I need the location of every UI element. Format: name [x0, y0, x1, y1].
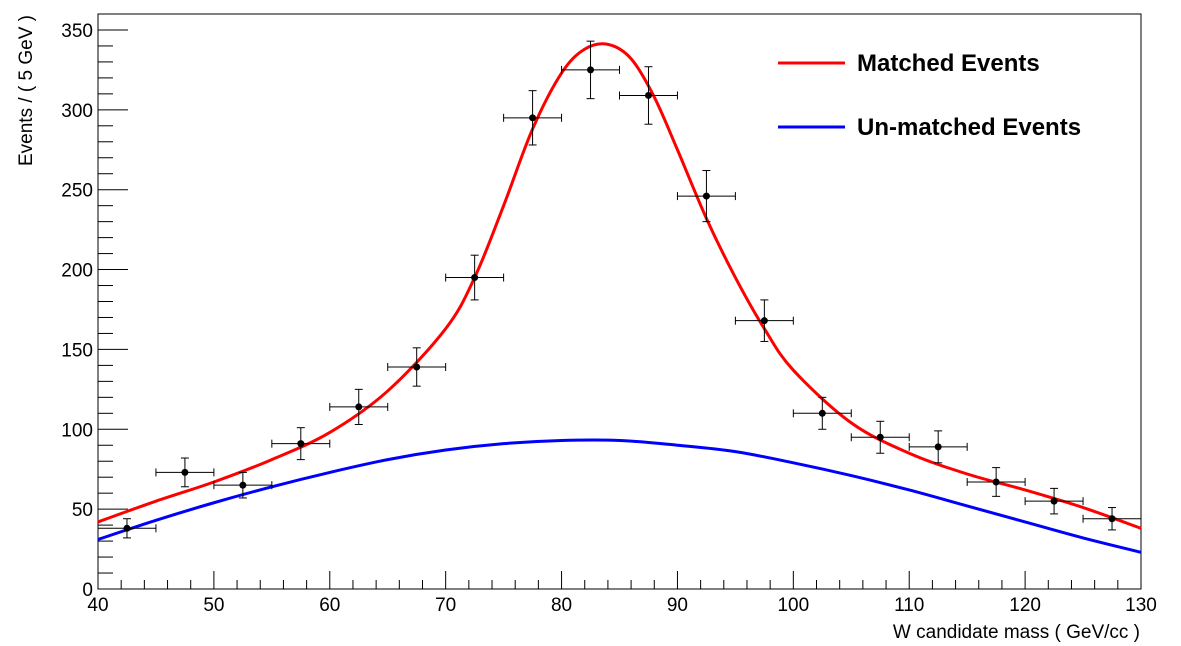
data-point [387, 347, 447, 387]
x-tick-label: 60 [319, 595, 340, 616]
data-marker [876, 433, 884, 441]
data-point [676, 170, 736, 223]
data-marker [702, 192, 710, 200]
y-axis-title: Events / ( 5 GeV ) [16, 15, 37, 166]
y-tick-label: 250 [61, 181, 93, 202]
x-tick-label: 100 [777, 595, 809, 616]
data-point [619, 66, 678, 125]
data-marker [760, 317, 768, 325]
data-points [97, 40, 1142, 539]
x-tick-label: 70 [435, 595, 456, 616]
data-marker [355, 403, 363, 411]
data-marker [529, 114, 537, 122]
data-marker [934, 443, 942, 451]
data-point [792, 396, 852, 430]
curve-un-matched-events [97, 438, 1142, 554]
data-point [97, 518, 157, 539]
data-marker [1108, 515, 1116, 523]
data-point [561, 40, 620, 100]
data-point [503, 90, 563, 146]
data-point [908, 430, 968, 464]
data-marker [818, 409, 826, 417]
data-marker [1050, 497, 1058, 505]
data-marker [297, 440, 305, 448]
data-point [1024, 487, 1084, 515]
curve-matched-events [97, 42, 1142, 530]
data-marker [123, 524, 131, 532]
x-tick-label: 130 [1125, 595, 1157, 616]
data-point [329, 388, 389, 425]
legend: Matched Events Un-matched Events [778, 50, 1081, 141]
x-tick-label: 120 [1009, 595, 1041, 616]
legend-label-matched-events: Matched Events [857, 50, 1040, 77]
tick-marks [97, 13, 1142, 590]
data-point [966, 467, 1026, 497]
data-marker [181, 468, 189, 476]
x-tick-label: 80 [551, 595, 572, 616]
data-marker [239, 481, 247, 489]
data-point [155, 457, 215, 488]
data-marker [644, 91, 652, 99]
data-point [213, 471, 273, 499]
y-tick-label: 350 [61, 21, 93, 42]
tick-labels: 40 50 60 70 80 90 100 110 120 130 0 50 100 150 200 250 3… [61, 21, 1157, 616]
y-tick-label: 200 [61, 261, 93, 282]
y-tick-label: 0 [82, 580, 93, 601]
x-tick-label: 50 [203, 595, 224, 616]
data-point [271, 427, 331, 461]
data-marker [413, 363, 421, 371]
x-tick-label: 90 [667, 595, 688, 616]
y-tick-label: 100 [61, 420, 93, 441]
x-tick-label: 40 [87, 595, 108, 616]
x-axis-title: W candidate mass ( GeV/cc ) [893, 622, 1140, 643]
data-marker [992, 478, 1000, 486]
data-point [445, 254, 505, 301]
data-marker [587, 66, 595, 74]
plot-frame [97, 13, 1142, 590]
legend-label-un-matched-events: Un-matched Events [857, 114, 1081, 141]
x-tick-label: 110 [894, 595, 924, 616]
data-point [1082, 507, 1142, 531]
data-point [734, 299, 794, 342]
y-tick-label: 150 [61, 340, 93, 361]
data-point [850, 420, 910, 454]
y-tick-label: 50 [72, 500, 93, 521]
data-marker [471, 274, 479, 282]
y-tick-label: 300 [61, 101, 93, 122]
